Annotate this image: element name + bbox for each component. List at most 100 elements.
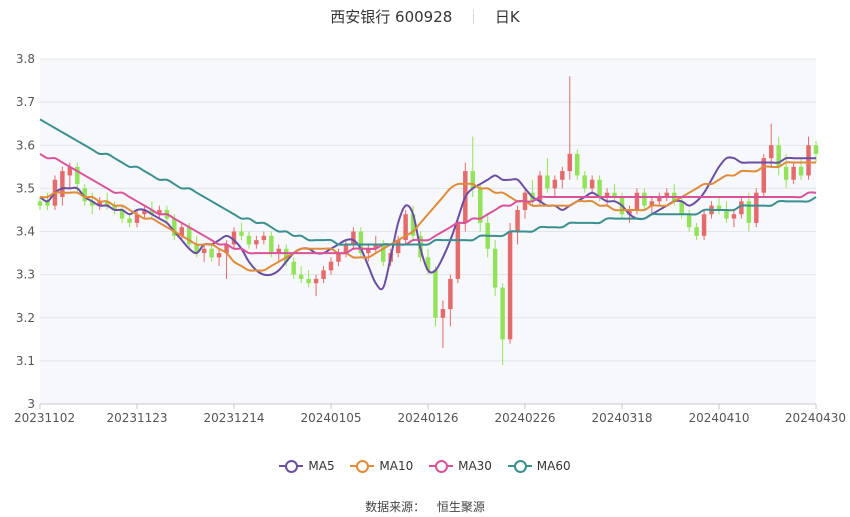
x-tick-label: 20231214	[203, 411, 264, 425]
candle-body	[701, 214, 707, 236]
candle-body	[798, 166, 804, 176]
legend-label: MA10	[379, 459, 414, 473]
candle-body	[306, 278, 311, 284]
legend-swatch-ma10	[350, 459, 375, 473]
candle-body	[492, 248, 498, 288]
candle-body	[149, 209, 155, 215]
candle-body	[500, 287, 505, 340]
source-label: 数据来源：	[365, 500, 426, 514]
candle-body	[209, 248, 214, 258]
candle-body	[425, 257, 431, 271]
candle-body	[112, 205, 117, 210]
candle-body	[254, 240, 259, 245]
y-tick-label: 3.6	[16, 138, 35, 152]
candle-body	[574, 153, 580, 176]
candle-body	[477, 188, 483, 223]
y-tick-label: 3.2	[16, 311, 35, 325]
legend-item-ma5[interactable]: MA5	[279, 459, 335, 473]
stock-title: 西安银行 600928	[330, 8, 453, 26]
legend-item-ma30[interactable]: MA30	[429, 459, 492, 473]
period-label[interactable]: 日K	[494, 8, 520, 26]
candle-body	[67, 166, 73, 176]
candle-body	[470, 171, 476, 189]
candle-body	[403, 214, 408, 241]
candle-body	[186, 227, 192, 245]
candle-body	[806, 145, 811, 176]
candle-body	[313, 278, 319, 284]
candle-body	[582, 175, 587, 189]
legend-swatch-ma30	[429, 459, 454, 473]
candle-body	[373, 244, 379, 249]
candle-body	[89, 201, 95, 206]
source-name: 恒生聚源	[436, 500, 485, 514]
candle-body	[75, 166, 80, 185]
candle-body	[366, 248, 371, 254]
candle-body	[448, 278, 453, 310]
candle-body	[791, 166, 796, 180]
candle-body	[194, 244, 199, 254]
candle-body	[142, 209, 147, 215]
candle-body	[716, 205, 722, 210]
legend-dot	[285, 460, 299, 473]
candle-body	[395, 240, 401, 254]
legend-dot	[513, 460, 527, 473]
series-line-ma10	[39, 161, 816, 272]
candle-body	[37, 201, 43, 206]
candle-body	[597, 179, 602, 197]
legend-item-ma60[interactable]: MA60	[507, 459, 571, 473]
candle-body	[455, 222, 461, 279]
candle-body	[627, 209, 632, 215]
candle-body	[686, 214, 692, 228]
y-tick-label: 3	[27, 397, 35, 411]
candle-body	[739, 201, 744, 215]
title-divider	[473, 9, 475, 24]
candle-body	[82, 188, 88, 202]
candle-body	[224, 244, 229, 254]
candle-body	[768, 145, 774, 159]
x-tick-label: 20240226	[494, 411, 555, 425]
candle-body	[276, 248, 282, 254]
x-tick-label: 20240430	[785, 411, 846, 425]
candle-body	[567, 153, 573, 172]
x-tick-label: 20240105	[300, 411, 361, 425]
candle-body	[754, 192, 759, 223]
y-tick-label: 3.5	[16, 181, 35, 195]
candle-body	[343, 244, 349, 254]
candle-body	[298, 274, 304, 279]
candle-body	[649, 201, 655, 206]
candle-body	[664, 192, 670, 197]
y-tick-label: 3.8	[16, 52, 35, 66]
candle-body	[134, 214, 140, 223]
candle-body	[328, 261, 334, 271]
candle-body	[246, 235, 252, 245]
candle-body	[433, 270, 438, 318]
candle-body	[604, 192, 610, 197]
candle-body	[776, 145, 781, 167]
candle-body	[179, 227, 185, 236]
candle-body	[261, 235, 267, 241]
candle-body	[172, 218, 177, 236]
y-tick-label: 3.3	[16, 268, 35, 282]
candle-body	[612, 192, 617, 197]
data-source-footer: 数据来源： 恒生聚源	[0, 498, 850, 515]
candle-body	[119, 209, 125, 219]
series-line-ma5	[39, 156, 816, 291]
legend-dot	[435, 460, 449, 473]
candle-body	[283, 248, 289, 262]
legend-label: MA5	[308, 459, 335, 473]
y-tick-label: 3.7	[16, 95, 35, 109]
candle-body	[813, 145, 819, 154]
candle-body	[291, 261, 296, 275]
candle-body	[552, 179, 558, 189]
candle-body	[127, 218, 132, 223]
candle-body	[731, 214, 737, 219]
legend-item-ma10[interactable]: MA10	[350, 459, 413, 473]
candle-body	[104, 201, 110, 206]
legend-dot	[356, 460, 370, 473]
candle-body	[269, 235, 274, 254]
x-tick-label: 20240410	[688, 411, 749, 425]
x-tick-label: 20240126	[397, 411, 458, 425]
candle-body	[545, 175, 550, 189]
legend-label: MA60	[536, 459, 571, 473]
